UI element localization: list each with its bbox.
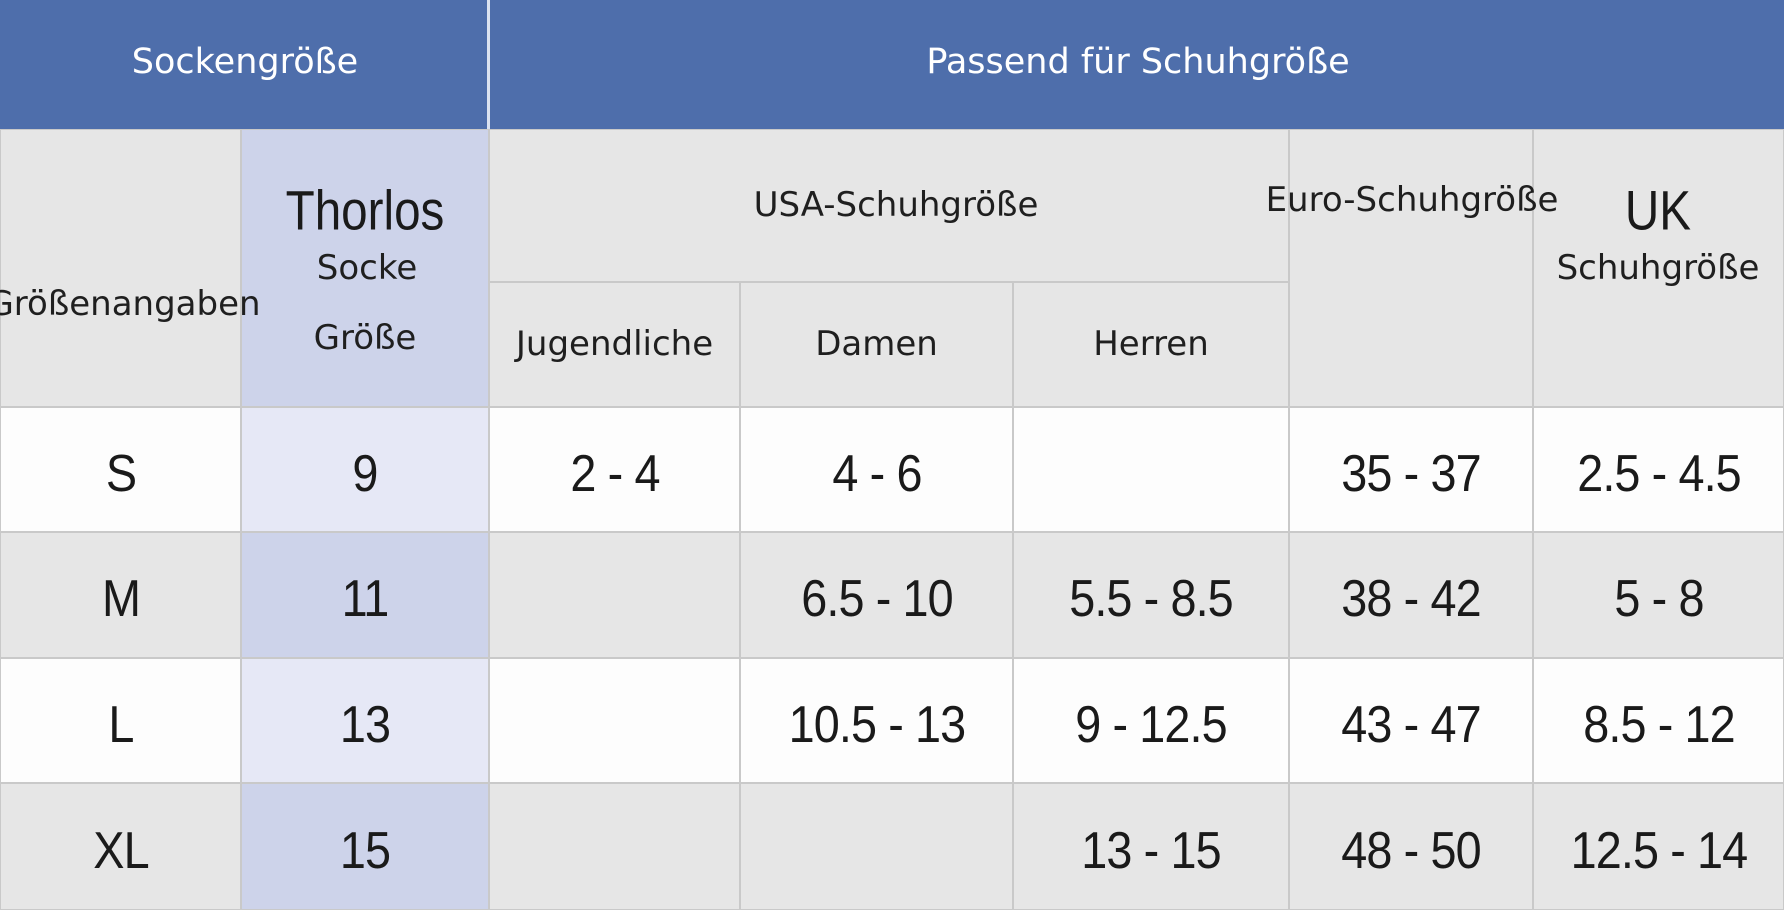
header-divider [487, 0, 490, 129]
subheader-cell [489, 282, 740, 407]
subheader-text: Schuhgröße [1556, 248, 1760, 288]
table-cell [489, 407, 740, 532]
subheader-text: Damen [815, 324, 938, 364]
cell-text: XL [92, 821, 149, 880]
cell-text: 38 - 42 [1341, 570, 1481, 628]
subheader-cell [241, 129, 489, 407]
table-cell [489, 532, 740, 658]
table-cell [1533, 658, 1784, 783]
table-cell [1289, 407, 1533, 532]
subheader-text: Größe [313, 318, 417, 358]
table-cell [241, 532, 489, 658]
cell-text: 2.5 - 4.5 [1576, 444, 1742, 503]
table-cell [740, 407, 1013, 532]
table-cell [740, 658, 1013, 783]
cell-text: 15 [339, 821, 391, 880]
cell-text: 5 - 8 [1613, 570, 1704, 628]
cell-text: M [101, 570, 140, 628]
header-cell [0, 0, 489, 129]
subheader-cell [489, 129, 1289, 282]
table-cell [241, 783, 489, 910]
cell-text: 6.5 - 10 [800, 570, 953, 628]
cell-text: 12.5 - 14 [1570, 821, 1748, 880]
table-cell [740, 532, 1013, 658]
table-cell [1013, 658, 1289, 783]
subheader-text: Euro-Schuhgröße [1265, 180, 1559, 220]
cell-text: L [107, 695, 134, 754]
header-cell [489, 0, 1784, 129]
subheader-cell [0, 129, 241, 407]
table-cell [489, 783, 740, 910]
cell-text: S [105, 444, 136, 503]
cell-text: 11 [341, 570, 390, 628]
table-cell [0, 532, 241, 658]
cell-text: 13 - 15 [1081, 821, 1221, 880]
cell-text: 2 - 4 [569, 444, 660, 503]
subheader-cell [1013, 282, 1289, 407]
header-text: Passend für Schuhgröße [926, 42, 1350, 82]
table-cell [1533, 783, 1784, 910]
subheader-cell [740, 282, 1013, 407]
table-cell [1013, 407, 1289, 532]
cell-text: 9 [352, 444, 378, 503]
cell-text: 35 - 37 [1341, 444, 1481, 503]
subheader-cell [1533, 129, 1784, 407]
cell-text: 48 - 50 [1341, 821, 1481, 880]
table-cell [0, 783, 241, 910]
subheader-text: USA-Schuhgröße [753, 185, 1039, 225]
table-cell [241, 658, 489, 783]
brand-text: Thorlos [285, 178, 445, 242]
subheader-cell [1289, 129, 1533, 407]
cell-text: 4 - 6 [831, 444, 922, 503]
table-cell [1533, 532, 1784, 658]
table-cell [1289, 783, 1533, 910]
header-text: Sockengröße [131, 42, 359, 82]
cell-text: 43 - 47 [1341, 695, 1481, 754]
cell-text: 10.5 - 13 [788, 695, 966, 754]
table-cell [1533, 407, 1784, 532]
subheader-text: Größenangaben [0, 284, 261, 324]
subheader-text: Herren [1093, 324, 1209, 364]
subheader-text: UK [1624, 178, 1692, 242]
table-cell [241, 407, 489, 532]
subheader-text: Jugendliche [515, 324, 714, 364]
cell-text: 9 - 12.5 [1075, 695, 1227, 754]
table-cell [0, 407, 241, 532]
table-cell [489, 658, 740, 783]
table-cell [1289, 532, 1533, 658]
subheader-text: Socke [316, 248, 418, 288]
table-cell [1013, 532, 1289, 658]
cell-text: 5.5 - 8.5 [1069, 570, 1234, 628]
cell-text: 13 [339, 695, 391, 754]
table-cell [0, 658, 241, 783]
table-cell [1289, 658, 1533, 783]
table-cell [740, 783, 1013, 910]
cell-text: 8.5 - 12 [1582, 695, 1735, 754]
